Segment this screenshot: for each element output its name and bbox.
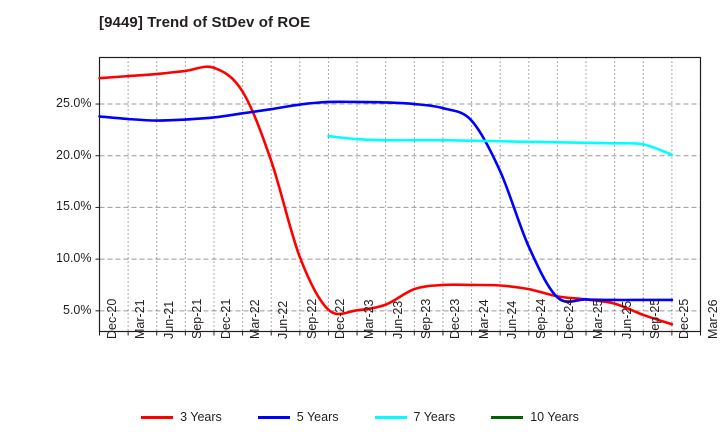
x-axis-tick-label: Mar-23: [362, 298, 377, 339]
x-axis-tick-label: Jun-21: [161, 300, 176, 339]
series-lines: [98, 65, 674, 326]
x-axis-tick-label: Dec-21: [218, 298, 233, 339]
gridlines: [99, 57, 701, 332]
x-axis-tick-label: Mar-21: [133, 298, 148, 339]
x-axis-tick-label: Sep-25: [648, 298, 663, 339]
y-axis-tick-label: 5.0%: [63, 302, 92, 317]
x-axis-tick-label: Sep-24: [533, 298, 548, 339]
x-axis-tick-label: Jun-24: [505, 300, 520, 339]
chart-title: [9449] Trend of StDev of ROE: [99, 14, 311, 31]
x-axis-tick-label: Jun-23: [390, 300, 405, 339]
x-axis-tick-label: Mar-22: [247, 298, 262, 339]
y-axis-tick-label: 15.0%: [56, 199, 92, 214]
chart-legend: 3 Years 5 Years 7 Years 10 Years: [0, 404, 720, 430]
x-axis-tick-label: Sep-23: [419, 298, 434, 339]
legend-swatch-icon: [141, 415, 174, 419]
legend-swatch-icon: [491, 415, 524, 419]
legend-label: 7 Years: [413, 410, 456, 424]
series-line-1: [98, 65, 674, 326]
x-axis-tick-label: Mar-26: [705, 298, 720, 339]
x-axis-tick-label: Dec-20: [104, 298, 119, 339]
x-axis-tick-label: Sep-22: [304, 298, 319, 339]
x-axis-tick-label: Sep-21: [190, 298, 205, 339]
x-axis-tick-label: Mar-25: [591, 298, 606, 339]
legend-swatch-icon: [257, 415, 290, 419]
legend-item-4[interactable]: 10 Years: [491, 410, 579, 424]
x-axis-tick-label: Jun-22: [276, 300, 291, 339]
x-axis-tick-label: Jun-25: [619, 300, 634, 339]
legend-label: 5 Years: [296, 410, 339, 424]
x-axis-tick-label: Dec-25: [676, 298, 691, 339]
legend-label: 10 Years: [530, 410, 579, 424]
y-axis-tick-label: 25.0%: [56, 96, 92, 111]
y-axis-tick-label: 20.0%: [56, 147, 92, 162]
y-axis-tick-label: 10.0%: [56, 251, 92, 266]
series-line-2: [98, 100, 674, 304]
x-axis-tick-label: Dec-23: [447, 298, 462, 339]
axis-frame: [95, 56, 702, 336]
legend-swatch-icon: [374, 415, 407, 419]
x-axis-tick-label: Dec-22: [333, 298, 348, 339]
legend-item-1[interactable]: 3 Years: [141, 410, 222, 424]
x-axis-tick-label: Mar-24: [476, 298, 491, 339]
x-axis-tick-label: Dec-24: [562, 298, 577, 339]
legend-label: 3 Years: [180, 410, 222, 424]
legend-item-2[interactable]: 5 Years: [257, 410, 339, 424]
legend-item-3[interactable]: 7 Years: [374, 410, 456, 424]
series-line-3: [327, 134, 674, 156]
